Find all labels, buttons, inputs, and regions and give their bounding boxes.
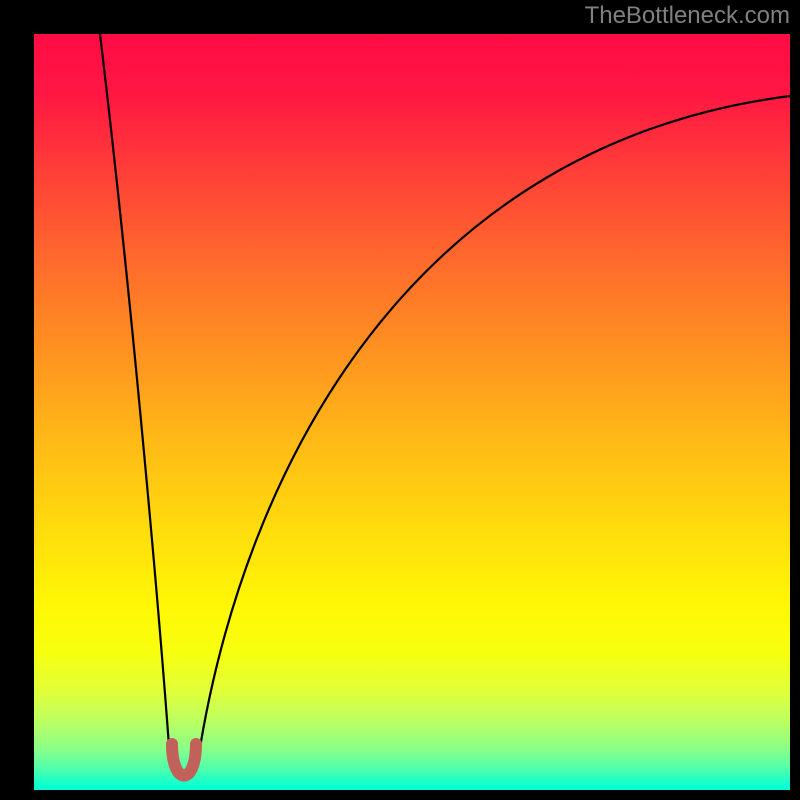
outer-frame [0, 0, 800, 800]
bottleneck-chart [34, 34, 790, 790]
watermark-text: TheBottleneck.com [585, 2, 790, 30]
gradient-background [34, 34, 790, 790]
